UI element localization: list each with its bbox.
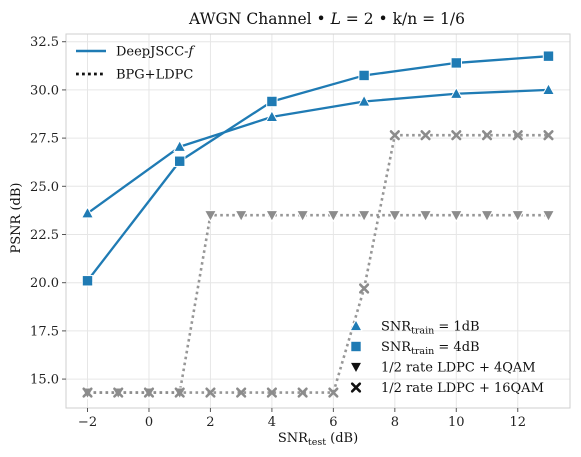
legend-marker-1-2-rate-ldpc-16qam xyxy=(350,382,362,393)
legend-label-deepjscc-f: DeepJSCC-f xyxy=(116,45,196,60)
data-point-1-2-rate-ldpc-16qam xyxy=(389,130,400,141)
data-point-1-2-rate-ldpc-16qam xyxy=(358,283,370,294)
plot-frame xyxy=(65,33,571,409)
data-point-1-2-rate-ldpc-16qam xyxy=(113,387,124,398)
data-point-1-2-rate-ldpc-16qam xyxy=(174,387,185,398)
series-line-1-2-rate-ldpc-4qam xyxy=(87,213,549,394)
y-tick-label: 15.0 xyxy=(30,373,59,388)
y-tick-label: 25.0 xyxy=(30,180,59,195)
data-point-1-2-rate-ldpc-4qam xyxy=(357,210,371,223)
x-tick-label: 8 xyxy=(391,415,399,430)
legend-markers: SNRtrain = 1dB SNRtrain = 4dB 1/2 rate LDP… xyxy=(349,318,544,396)
data-point-1-2-rate-ldpc-4qam xyxy=(234,210,248,223)
series-1-2-rate-ldpc-16qam xyxy=(82,130,554,398)
data-point-1-2-rate-ldpc-16qam xyxy=(266,387,278,398)
x-tick-label: 10 xyxy=(448,415,465,430)
data-point-snrtrain-4db xyxy=(174,155,186,167)
data-point-snrtrain-4db xyxy=(81,275,94,287)
data-point-snrtrain-4db xyxy=(542,50,555,62)
data-point-1-2-rate-ldpc-4qam xyxy=(203,210,218,223)
x-tick-label: 2 xyxy=(206,415,214,430)
data-point-snrtrain-4db xyxy=(266,95,278,108)
axis-ticks: −2 0 2 4 6 8 10 12 15.0 17.5 20.0 22.5 25.0 27.5 30.0 3… xyxy=(30,35,526,430)
data-point-1-2-rate-ldpc-4qam xyxy=(541,210,556,223)
legend-label-1-2-rate-ldpc-16qam: 1/2 rate LDPC + 16QAM xyxy=(381,381,544,396)
data-point-1-2-rate-ldpc-4qam xyxy=(295,210,310,223)
data-point-1-2-rate-ldpc-16qam xyxy=(82,387,93,398)
data-point-1-2-rate-ldpc-16qam xyxy=(512,130,523,141)
y-tick-label: 20.0 xyxy=(30,276,59,291)
series-line-snrtrain-4db xyxy=(86,55,549,282)
data-point-snrtrain-1db xyxy=(541,82,556,96)
data-point-snrtrain-1db xyxy=(357,94,371,107)
data-point-1-2-rate-ldpc-16qam xyxy=(297,387,308,398)
data-point-1-2-rate-ldpc-4qam xyxy=(418,210,433,223)
series-line-1-2-rate-ldpc-16qam xyxy=(87,133,549,394)
data-point-1-2-rate-ldpc-16qam xyxy=(543,130,554,141)
legend-label-bpg-ldpc: BPG+LDPC xyxy=(116,68,193,83)
data-point-snrtrain-1db xyxy=(449,86,463,99)
data-point-1-2-rate-ldpc-16qam xyxy=(481,130,493,141)
grid xyxy=(66,34,570,408)
legend-label-snrtrain-1db: SNRtrain = 1dB xyxy=(381,320,480,337)
legend-marker-snrtrain-1db xyxy=(349,318,363,332)
y-tick-label: 30.0 xyxy=(30,83,59,98)
legend-methods: DeepJSCC-f BPG+LDPC xyxy=(76,45,196,83)
series-snrtrain-1db xyxy=(80,82,556,219)
data-point-1-2-rate-ldpc-4qam xyxy=(326,210,341,223)
data-point-snrtrain-1db xyxy=(265,109,279,122)
legend-label-snrtrain-4db: SNRtrain = 4dB xyxy=(381,340,480,357)
x-axis-label: SNRtest (dB) xyxy=(278,431,358,448)
y-tick-label: 32.5 xyxy=(30,35,59,50)
x-tick-label: 0 xyxy=(145,415,153,430)
y-tick-label: 17.5 xyxy=(30,324,59,339)
data-point-1-2-rate-ldpc-16qam xyxy=(236,387,247,398)
series-line-snrtrain-1db xyxy=(86,88,549,215)
x-tick-label: 4 xyxy=(268,415,276,430)
legend-marker-snrtrain-4db xyxy=(350,340,362,353)
data-point-1-2-rate-ldpc-16qam xyxy=(205,387,216,398)
data-point-1-2-rate-ldpc-16qam xyxy=(328,387,339,398)
y-tick-label: 22.5 xyxy=(30,228,59,243)
plot-series xyxy=(80,50,556,400)
y-axis-label: PSNR (dB) xyxy=(9,183,24,254)
data-point-snrtrain-1db xyxy=(80,206,95,219)
x-tick-label: 12 xyxy=(509,415,526,430)
series-snrtrain-4db xyxy=(81,50,555,287)
legend-label-1-2-rate-ldpc-4qam: 1/2 rate LDPC + 4QAM xyxy=(381,361,536,376)
data-point-1-2-rate-ldpc-4qam xyxy=(388,210,402,223)
data-point-1-2-rate-ldpc-16qam xyxy=(451,130,462,141)
data-point-1-2-rate-ldpc-4qam xyxy=(511,210,525,223)
x-tick-label: 6 xyxy=(329,415,337,430)
x-tick-label: −2 xyxy=(78,415,97,430)
y-tick-label: 27.5 xyxy=(30,132,59,147)
legend-marker-1-2-rate-ldpc-4qam xyxy=(349,361,363,375)
data-point-1-2-rate-ldpc-4qam xyxy=(449,210,463,223)
data-point-1-2-rate-ldpc-4qam xyxy=(480,210,494,223)
data-point-1-2-rate-ldpc-16qam xyxy=(420,130,431,141)
data-point-1-2-rate-ldpc-4qam xyxy=(265,210,279,223)
data-point-1-2-rate-ldpc-16qam xyxy=(143,387,155,398)
chart-title: AWGN Channel • L = 2 • k/n = 1/6 xyxy=(188,10,465,28)
data-point-snrtrain-4db xyxy=(450,57,462,69)
data-point-snrtrain-4db xyxy=(358,69,370,82)
data-point-snrtrain-1db xyxy=(173,139,187,152)
